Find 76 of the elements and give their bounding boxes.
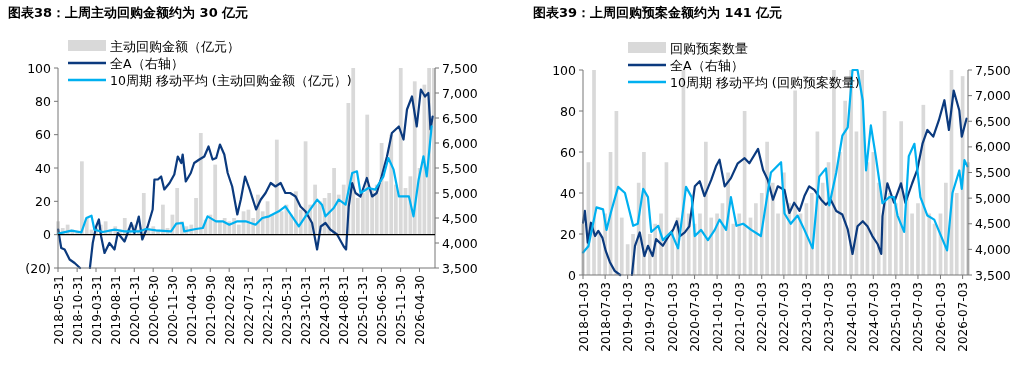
- y2-tick-label: 4,500: [442, 210, 478, 226]
- x-tick-label: 2019-01-03: [621, 282, 636, 352]
- y-tick-label: 20: [35, 193, 52, 209]
- x-tick-label: 2024-08-31: [337, 275, 352, 345]
- y-tick-label: (20): [25, 260, 51, 276]
- legend-label: 全A（右轴）: [110, 55, 184, 71]
- chart-title: 图表39：上周回购预案金额约为 141 亿元: [533, 5, 783, 20]
- x-tick-label: 2021-04-30: [184, 275, 199, 345]
- y2-tick-label: 7,000: [975, 88, 1011, 104]
- y-tick-label: 60: [35, 127, 52, 143]
- y-tick-label: 0: [43, 227, 52, 243]
- x-tick-label: 2020-06-30: [146, 275, 161, 345]
- y2-tick-label: 7,000: [442, 85, 478, 101]
- x-tick-label: 2026-04-30: [412, 275, 427, 345]
- y-tick-label: 100: [27, 60, 52, 76]
- x-tick-label: 2022-07-31: [241, 275, 256, 345]
- x-tick-label: 2022-01-03: [755, 282, 770, 352]
- x-tick-label: 2018-07-03: [598, 282, 613, 352]
- x-tick-label: 2023-01-03: [799, 282, 814, 352]
- x-tick-label: 2021-09-30: [203, 275, 218, 345]
- y-tick-label: 80: [35, 93, 52, 109]
- y2-tick-label: 5,000: [442, 185, 478, 201]
- y2-tick-label: 4,500: [975, 216, 1011, 232]
- y2-tick-label: 4,000: [442, 235, 478, 251]
- y-tick-label: 40: [35, 160, 52, 176]
- x-tick-label: 2022-12-31: [260, 275, 275, 345]
- y2-tick-label: 5,000: [975, 190, 1011, 206]
- x-tick-label: 2025-01-03: [889, 282, 904, 352]
- x-tick-label: 2025-06-30: [374, 275, 389, 345]
- y2-tick-label: 5,500: [975, 165, 1011, 180]
- x-tick-label: 2021-07-03: [732, 282, 747, 352]
- y2-tick-label: 6,000: [975, 139, 1011, 155]
- y2-tick-label: 4,000: [975, 241, 1011, 257]
- y2-tick-label: 7,500: [442, 60, 478, 76]
- y2-tick-label: 7,500: [975, 62, 1011, 78]
- x-tick-label: 2024-03-31: [317, 275, 332, 345]
- legend-label: 回购预案数量: [670, 40, 748, 56]
- legend-label: 10周期 移动平均 (主动回购金额（亿元）): [110, 72, 352, 88]
- x-tick-label: 2024-01-03: [844, 282, 859, 352]
- y-tick-label: 80: [560, 103, 577, 119]
- x-tick-label: 2019-08-31: [108, 275, 123, 345]
- y-tick-label: 0: [568, 267, 577, 283]
- y2-tick-label: 5,500: [442, 160, 478, 176]
- x-tick-label: 2019-07-03: [643, 282, 658, 352]
- legend-label: 全A（右轴）: [670, 57, 744, 73]
- x-tick-label: 2023-07-03: [822, 282, 837, 352]
- x-tick-label: 2026-01-03: [933, 282, 948, 352]
- x-tick-label: 2022-02-28: [222, 275, 237, 345]
- x-tick-label: 2021-01-03: [710, 282, 725, 352]
- x-tick-label: 2019-03-31: [89, 275, 104, 345]
- y2-tick-label: 6,500: [442, 110, 478, 126]
- y-tick-label: 60: [560, 144, 577, 160]
- x-tick-label: 2020-11-30: [165, 275, 180, 345]
- x-tick-label: 2026-07-03: [956, 282, 971, 352]
- x-tick-label: 2020-01-31: [127, 275, 142, 345]
- y2-tick-label: 3,500: [442, 260, 478, 276]
- y-tick-label: 100: [552, 62, 577, 78]
- y2-tick-label: 3,500: [975, 267, 1011, 283]
- x-tick-label: 2025-11-30: [394, 275, 409, 345]
- x-tick-label: 2020-07-03: [688, 282, 703, 352]
- x-tick-label: 2025-07-03: [911, 282, 926, 352]
- legend-label: 主动回购金额（亿元）: [110, 38, 240, 54]
- x-tick-label: 2020-01-03: [665, 282, 680, 352]
- x-tick-label: 2018-10-31: [70, 275, 85, 345]
- x-tick-label: 2023-10-31: [298, 275, 313, 345]
- x-tick-label: 2024-07-03: [866, 282, 881, 352]
- y-tick-label: 40: [560, 185, 577, 201]
- y-tick-label: 20: [560, 226, 577, 242]
- y2-tick-label: 6,500: [975, 113, 1011, 129]
- chart-title: 图表38：上周主动回购金额约为 30 亿元: [8, 5, 249, 20]
- x-tick-label: 2018-05-31: [51, 275, 66, 345]
- x-tick-label: 2018-01-03: [576, 282, 591, 352]
- y2-tick-label: 6,000: [442, 135, 478, 151]
- x-tick-label: 2023-05-31: [279, 275, 294, 345]
- x-tick-label: 2025-01-31: [356, 275, 371, 345]
- x-tick-label: 2022-07-03: [777, 282, 792, 352]
